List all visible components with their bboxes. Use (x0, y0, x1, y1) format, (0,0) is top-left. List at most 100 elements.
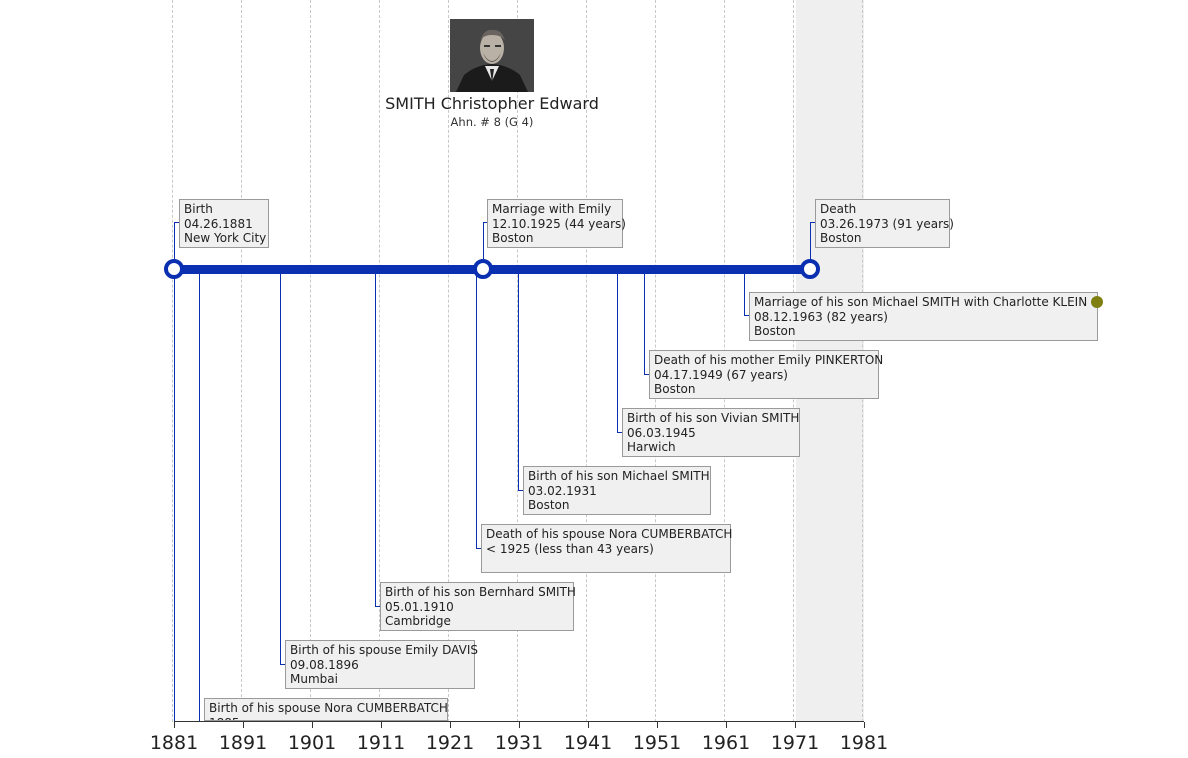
event-title: Birth of his son Vivian SMITH (627, 411, 800, 425)
gridline (586, 0, 587, 722)
event-place: Harwich (627, 440, 676, 455)
marriage-node[interactable] (473, 259, 493, 279)
event-box-spouse-emily-birth[interactable]: Birth of his spouse Emily DAVIS 09.08.18… (285, 640, 478, 689)
event-title: Birth of his spouse Emily DAVIS (290, 643, 478, 657)
event-title: Marriage with Emily (492, 202, 612, 216)
event-date: 03.02.1931 (528, 483, 597, 498)
event-place: Mumbai (290, 672, 338, 687)
birth-connector (174, 222, 175, 266)
gridline (379, 0, 380, 722)
event-place: Boston (528, 498, 570, 513)
axis-tick (519, 722, 520, 728)
event-box-marriage[interactable]: Marriage with Emily 12.10.1925 (44 years… (487, 199, 626, 248)
axis-tick-label: 1981 (839, 732, 889, 754)
axis-tick (588, 722, 589, 728)
birth-year-line (174, 270, 175, 722)
event-date: 06.03.1945 (627, 425, 696, 440)
axis-tick-label: 1901 (287, 732, 337, 754)
family-event-connector (375, 270, 376, 606)
marriage-connector (483, 222, 484, 266)
event-place: Boston (820, 231, 862, 246)
family-event-connector (518, 270, 519, 490)
person-portrait[interactable] (450, 19, 534, 92)
event-place: New York City (184, 231, 267, 246)
event-title: Birth of his son Michael SMITH (528, 469, 710, 483)
event-box-son-vivian-birth[interactable]: Birth of his son Vivian SMITH 06.03.1945… (622, 408, 800, 457)
gridline (172, 0, 173, 722)
event-date: 04.17.1949 (67 years) (654, 367, 788, 382)
death-node[interactable] (800, 259, 820, 279)
event-title: Birth of his spouse Nora CUMBERBATCH (209, 701, 448, 715)
family-event-connector (476, 270, 477, 548)
event-box-son-michael-birth[interactable]: Birth of his son Michael SMITH 03.02.193… (523, 466, 711, 515)
axis-tick (795, 722, 796, 728)
birth-connector-stub (174, 222, 179, 223)
death-connector (810, 222, 811, 266)
axis-tick (657, 722, 658, 728)
status-dot-icon[interactable] (1091, 296, 1104, 308)
family-event-connector-stub (617, 432, 622, 433)
axis-tick-label: 1951 (632, 732, 682, 754)
event-title: Death of his mother Emily PINKERTON (654, 353, 884, 367)
family-event-connector-stub (644, 374, 649, 375)
family-event-connector-stub (518, 490, 523, 491)
event-date: 05.01.1910 (385, 599, 454, 614)
axis-tick-label: 1891 (218, 732, 268, 754)
x-axis (174, 721, 864, 722)
event-box-mother-death[interactable]: Death of his mother Emily PINKERTON 04.1… (649, 350, 884, 399)
axis-tick-label: 1921 (425, 732, 475, 754)
event-date: 12.10.1925 (44 years) (492, 216, 626, 231)
event-date: 09.08.1896 (290, 657, 359, 672)
family-event-connector (280, 270, 281, 664)
axis-tick-label: 1971 (770, 732, 820, 754)
family-event-connector (644, 270, 645, 374)
event-title: Marriage of his son Michael SMITH with C… (754, 295, 1088, 309)
family-event-connector-stub (280, 664, 285, 665)
event-box-spouse-nora-death[interactable]: Death of his spouse Nora CUMBERBATCH < 1… (481, 524, 733, 573)
event-box-death[interactable]: Death 03.26.1973 (91 years) Boston (815, 199, 954, 248)
family-event-connector (744, 270, 745, 315)
portrait-photo-icon (450, 19, 534, 92)
event-title: Death of his spouse Nora CUMBERBATCH (486, 527, 733, 541)
event-date: 08.12.1963 (82 years) (754, 309, 888, 324)
family-event-connector-stub (375, 606, 380, 607)
axis-tick (381, 722, 382, 728)
axis-tick (450, 722, 451, 728)
event-box-son-marriage[interactable]: Marriage of his son Michael SMITH with C… (749, 292, 1104, 341)
gridline (310, 0, 311, 722)
event-place (486, 556, 726, 571)
axis-tick-label: 1931 (494, 732, 544, 754)
axis-tick (312, 722, 313, 728)
event-place: Boston (654, 382, 696, 397)
event-date: < 1925 (less than 43 years) (486, 541, 654, 556)
axis-tick-label: 1881 (149, 732, 199, 754)
event-place: Boston (754, 324, 796, 339)
event-title: Birth of his son Bernhard SMITH (385, 585, 576, 599)
event-box-birth[interactable]: Birth 04.26.1881 New York City (179, 199, 269, 248)
event-place: Cambridge (385, 614, 451, 629)
person-name[interactable]: SMITH Christopher Edward (385, 94, 599, 113)
event-place: Boston (492, 231, 534, 246)
marriage-connector-stub (483, 222, 488, 223)
axis-tick (174, 722, 175, 728)
axis-tick-label: 1911 (356, 732, 406, 754)
event-title: Birth (184, 202, 213, 216)
death-connector-stub (810, 222, 815, 223)
family-event-connector (617, 270, 618, 432)
ahnentafel-number: Ahn. # 8 (G 4) (450, 115, 534, 129)
family-event-connector-stub (744, 315, 749, 316)
gridline (448, 0, 449, 722)
axis-tick (864, 722, 865, 728)
axis-tick (243, 722, 244, 728)
family-event-connector (199, 270, 200, 722)
event-date: 1885 (209, 716, 443, 720)
event-box-son-bernhard-birth[interactable]: Birth of his son Bernhard SMITH 05.01.19… (380, 582, 576, 631)
birth-node[interactable] (164, 259, 184, 279)
event-date: 04.26.1881 (184, 216, 253, 231)
event-date: 03.26.1973 (91 years) (820, 216, 954, 231)
event-box-spouse-nora-birth[interactable]: Birth of his spouse Nora CUMBERBATCH 188… (204, 698, 448, 721)
axis-tick-label: 1961 (701, 732, 751, 754)
gridline (241, 0, 242, 722)
axis-tick (726, 722, 727, 728)
